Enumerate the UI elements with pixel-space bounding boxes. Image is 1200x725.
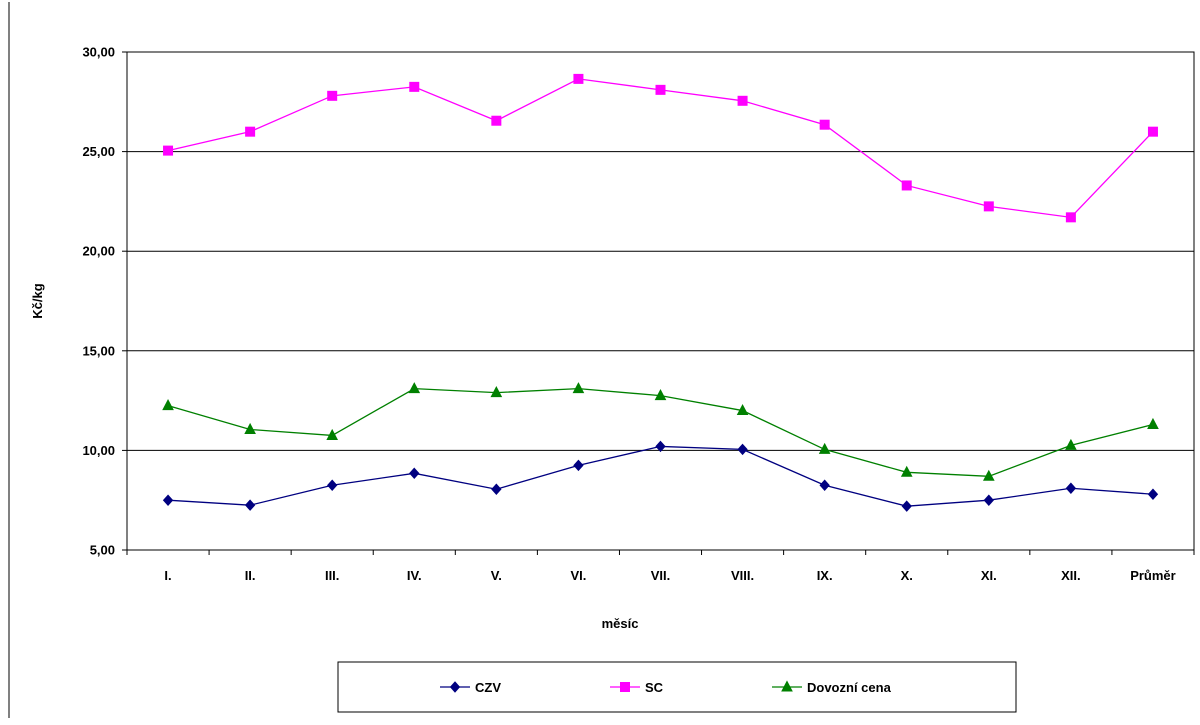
data-point [1065, 438, 1077, 450]
data-point [737, 95, 748, 106]
x-tick-label: I. [164, 568, 171, 583]
plot-area [126, 51, 1195, 551]
data-point [819, 479, 830, 492]
data-point [491, 115, 502, 126]
data-point [901, 500, 912, 512]
x-axis-title: měsíc [602, 616, 639, 631]
x-tick-label: IV. [407, 568, 422, 583]
data-point [737, 443, 748, 456]
x-tick-label: V. [491, 568, 502, 583]
data-point [901, 180, 912, 191]
legend-label: SC [645, 680, 664, 695]
legend: CZV SC Dovozní cena [440, 680, 892, 695]
data-point [983, 494, 994, 506]
data-point [327, 90, 338, 101]
data-point [408, 382, 421, 394]
y-tick-label: 5,00 [90, 543, 115, 558]
legend-label: CZV [475, 680, 501, 695]
legend-label: Dovozní cena [807, 680, 892, 695]
x-tick-label: IX. [817, 568, 833, 583]
x-tick-label: Průměr [1130, 568, 1176, 583]
data-point [1147, 488, 1159, 500]
data-point [655, 440, 666, 453]
x-tick-label: VI. [570, 568, 586, 583]
data-point [409, 467, 420, 480]
data-point [1147, 417, 1159, 430]
data-point [736, 403, 749, 416]
y-tick-label: 15,00 [82, 343, 115, 358]
legend-box [337, 661, 1017, 713]
y-tick-label: 30,00 [82, 45, 115, 60]
data-point [1147, 126, 1158, 137]
data-point [245, 126, 256, 137]
data-point [244, 422, 256, 434]
y-tick-label: 25,00 [82, 144, 115, 159]
data-point [655, 84, 666, 95]
x-tick-label: XII. [1061, 568, 1081, 583]
data-point [573, 459, 584, 472]
x-tick-label: III. [325, 568, 339, 583]
series-2 [162, 382, 1159, 481]
data-point [244, 499, 256, 511]
data-point [490, 386, 503, 398]
legend-item: SC [610, 680, 664, 695]
data-point [1065, 482, 1077, 494]
legend-item: Dovozní cena [772, 680, 892, 695]
data-point [900, 465, 913, 477]
series-line [167, 445, 1154, 507]
data-point [983, 201, 994, 212]
series-0 [162, 440, 1159, 512]
x-tick-label: X. [901, 568, 913, 583]
data-point [327, 479, 338, 492]
y-tick-label: 10,00 [82, 443, 115, 458]
data-point [572, 382, 585, 394]
data-point [409, 81, 420, 92]
legend-marker [449, 681, 461, 693]
data-point [326, 428, 339, 440]
y-axis-tick-labels: 5,00 10,00 15,00 20,00 25,00 30,00 [82, 45, 127, 558]
data-point [491, 483, 502, 495]
data-point [818, 442, 831, 454]
gridlines [127, 151, 1194, 451]
x-tick-label: VII. [651, 568, 671, 583]
series-line [167, 387, 1154, 477]
legend-marker [620, 682, 630, 692]
legend-item: CZV [440, 680, 501, 695]
y-tick-label: 20,00 [82, 244, 115, 259]
data-point [162, 399, 174, 411]
data-point [162, 494, 174, 506]
data-point [819, 119, 830, 130]
data-point [573, 73, 584, 84]
series-layer [162, 73, 1159, 512]
data-point [654, 389, 667, 401]
data-point [163, 145, 174, 156]
x-axis-tick-labels: I. II. III. IV. V. VI. VII. VIII. IX. X. XI. XII. Pr… [126, 550, 1195, 583]
x-tick-label: II. [245, 568, 256, 583]
legend-marker [781, 680, 793, 692]
series-line [167, 78, 1154, 219]
y-axis-title: Kč/kg [30, 283, 45, 318]
x-tick-label: XI. [981, 568, 997, 583]
data-point [982, 469, 995, 481]
series-1 [163, 73, 1158, 223]
data-point [1065, 212, 1076, 223]
x-tick-label: VIII. [731, 568, 754, 583]
